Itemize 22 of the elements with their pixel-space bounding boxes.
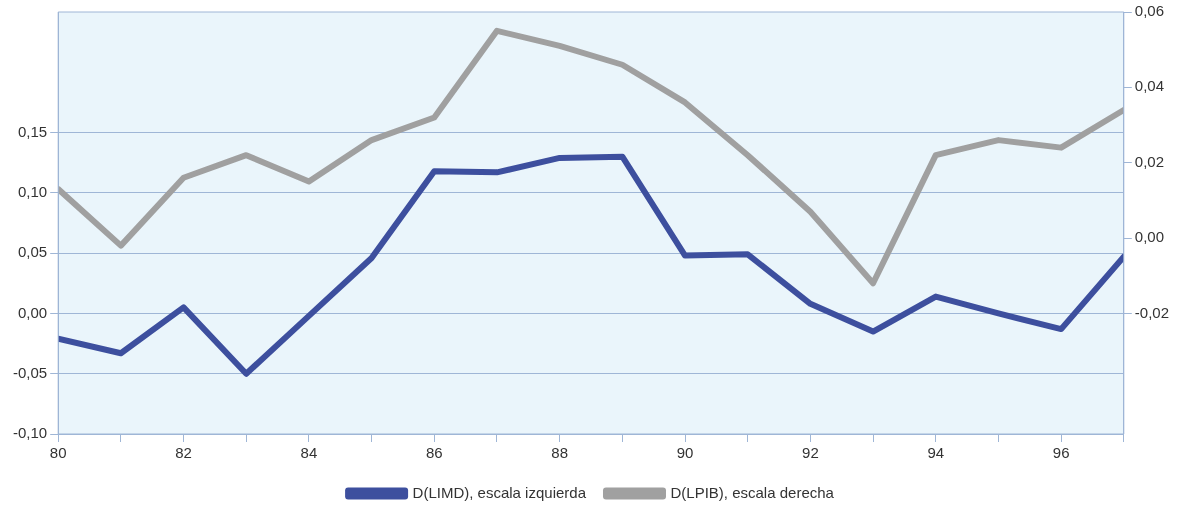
x-tick-label: 94 bbox=[927, 444, 945, 462]
x-tick-label: 90 bbox=[676, 444, 694, 462]
y-tick-label: 0,00 bbox=[17, 303, 48, 321]
y-tick-label: -0,05 bbox=[12, 363, 48, 381]
x-tick-label: 92 bbox=[802, 444, 819, 462]
y-tick-label: 0,10 bbox=[17, 183, 48, 200]
x-tick-label: 84 bbox=[300, 444, 318, 462]
x-tick-label: 80 bbox=[49, 444, 67, 462]
x-tick-label: 96 bbox=[1052, 444, 1070, 462]
x-tick-label: 82 bbox=[175, 444, 192, 462]
x-tick-label: 88 bbox=[551, 444, 568, 462]
y-tick-label: 0,05 bbox=[17, 243, 48, 261]
y2-tick-label: -0,02 bbox=[1134, 303, 1170, 321]
y-tick-label: 0,15 bbox=[17, 122, 48, 140]
legend-label: D(LIMD), escala izquierda bbox=[412, 483, 587, 501]
y2-tick-label: 0,06 bbox=[1134, 2, 1165, 20]
x-tick-label: 86 bbox=[425, 444, 443, 462]
y2-tick-label: 0,04 bbox=[1134, 77, 1165, 95]
y2-tick-label: 0,02 bbox=[1134, 152, 1165, 170]
y2-tick-label: 0,00 bbox=[1134, 228, 1165, 246]
y-tick-label: -0,10 bbox=[12, 424, 48, 442]
legend-label: D(LPIB), escala derecha bbox=[670, 483, 835, 501]
